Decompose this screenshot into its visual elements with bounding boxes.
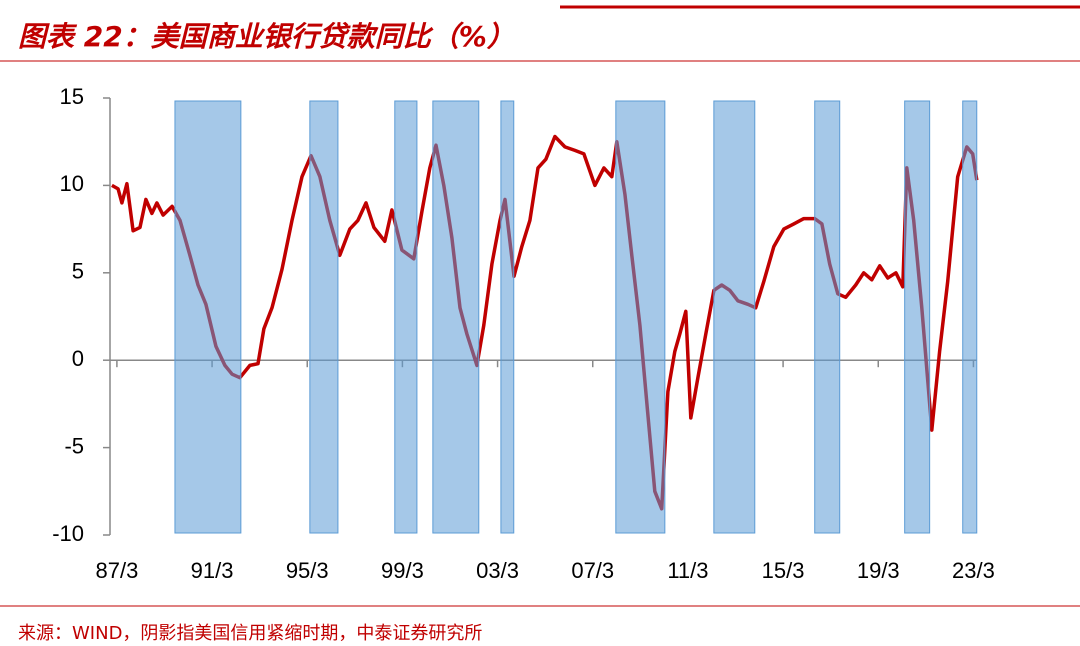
x-tick-label: 95/3 <box>286 558 329 583</box>
shaded-period <box>713 100 756 534</box>
x-tick-label: 07/3 <box>571 558 614 583</box>
y-tick-label: 10 <box>60 171 84 196</box>
x-tick-label: 03/3 <box>476 558 519 583</box>
data-line <box>111 134 979 511</box>
x-tick-label: 19/3 <box>857 558 900 583</box>
x-tick-label: 15/3 <box>762 558 805 583</box>
y-tick-label: -10 <box>52 521 84 546</box>
shaded-period <box>814 100 841 534</box>
y-tick-label: 0 <box>72 346 84 371</box>
shaded-period <box>500 100 515 534</box>
source: 来源：WIND，阴影指美国信用紧缩时期，中泰证券研究所 <box>18 623 482 644</box>
y-tick-label: 5 <box>72 259 84 284</box>
shaded-period <box>174 100 242 534</box>
y-tick-label: 15 <box>60 84 84 109</box>
x-tick-label: 87/3 <box>95 558 138 583</box>
shaded-period <box>615 100 666 534</box>
x-tick-label: 91/3 <box>191 558 234 583</box>
shaded-period <box>309 100 339 534</box>
shaded-period <box>904 100 931 534</box>
chart-title: 图表 22：美国商业银行贷款同比（%） <box>18 20 515 53</box>
x-tick-label: 99/3 <box>381 558 424 583</box>
shaded-period <box>394 100 418 534</box>
y-tick-label: -5 <box>64 433 84 458</box>
shaded-period <box>432 100 480 534</box>
x-tick-label: 23/3 <box>952 558 995 583</box>
x-tick-label: 11/3 <box>667 558 708 583</box>
shaded-period <box>962 100 978 534</box>
